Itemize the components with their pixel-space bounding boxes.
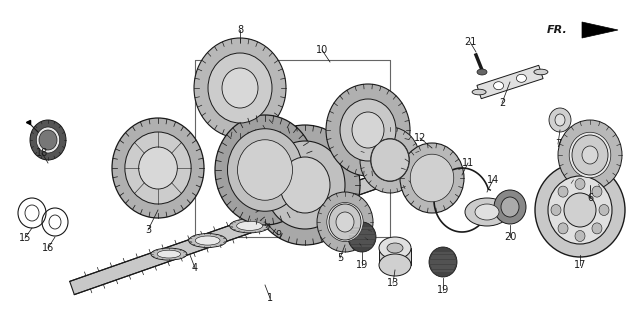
Text: 11: 11: [462, 158, 474, 168]
Polygon shape: [379, 248, 411, 265]
Ellipse shape: [494, 190, 526, 224]
Ellipse shape: [227, 129, 303, 211]
Ellipse shape: [569, 132, 611, 178]
Ellipse shape: [139, 147, 177, 189]
Ellipse shape: [592, 223, 602, 234]
Ellipse shape: [387, 243, 403, 253]
Ellipse shape: [575, 230, 585, 242]
Ellipse shape: [548, 176, 612, 244]
Text: 8: 8: [237, 25, 243, 35]
Ellipse shape: [371, 139, 409, 181]
Text: 15: 15: [19, 233, 31, 243]
Ellipse shape: [157, 250, 180, 258]
Ellipse shape: [410, 154, 454, 202]
Ellipse shape: [336, 212, 354, 232]
Ellipse shape: [582, 146, 598, 164]
Ellipse shape: [412, 155, 453, 201]
Text: 9: 9: [275, 230, 281, 240]
Ellipse shape: [379, 237, 411, 259]
Ellipse shape: [317, 192, 373, 252]
Ellipse shape: [128, 135, 188, 200]
Ellipse shape: [265, 141, 345, 229]
Polygon shape: [582, 22, 618, 38]
Ellipse shape: [340, 100, 396, 160]
Ellipse shape: [326, 84, 410, 176]
Ellipse shape: [215, 115, 315, 225]
Ellipse shape: [189, 234, 227, 248]
Text: 4: 4: [192, 263, 198, 273]
Ellipse shape: [151, 248, 187, 260]
Text: 20: 20: [504, 232, 516, 242]
Ellipse shape: [592, 186, 602, 197]
Ellipse shape: [400, 143, 464, 213]
Ellipse shape: [194, 38, 286, 138]
Ellipse shape: [237, 221, 262, 230]
Ellipse shape: [269, 146, 340, 224]
Text: 12: 12: [414, 133, 426, 143]
Ellipse shape: [230, 219, 269, 233]
Ellipse shape: [340, 99, 396, 161]
Text: 18: 18: [36, 148, 48, 158]
Polygon shape: [477, 65, 543, 99]
Ellipse shape: [232, 134, 298, 206]
Ellipse shape: [379, 254, 411, 276]
Ellipse shape: [575, 178, 585, 190]
Ellipse shape: [535, 163, 625, 257]
Ellipse shape: [250, 125, 360, 245]
Polygon shape: [70, 168, 397, 294]
Text: 2: 2: [499, 98, 505, 108]
Text: 19: 19: [437, 285, 449, 295]
Ellipse shape: [280, 157, 330, 213]
Ellipse shape: [360, 127, 420, 193]
Ellipse shape: [558, 223, 568, 234]
Text: 14: 14: [487, 175, 499, 185]
Ellipse shape: [125, 132, 191, 204]
Ellipse shape: [112, 118, 204, 218]
Ellipse shape: [371, 139, 410, 181]
Ellipse shape: [599, 204, 609, 216]
Text: 10: 10: [316, 45, 328, 55]
Ellipse shape: [549, 108, 571, 132]
Ellipse shape: [352, 112, 384, 148]
Ellipse shape: [516, 74, 527, 82]
Ellipse shape: [558, 186, 568, 197]
Ellipse shape: [564, 193, 596, 227]
Text: FR.: FR.: [547, 25, 568, 35]
Text: 1: 1: [267, 293, 273, 303]
Ellipse shape: [572, 135, 608, 175]
Ellipse shape: [30, 120, 66, 160]
Text: 21: 21: [464, 37, 476, 47]
Ellipse shape: [477, 69, 487, 75]
Text: 16: 16: [42, 243, 54, 253]
Text: 6: 6: [587, 193, 593, 203]
Ellipse shape: [208, 53, 272, 123]
Ellipse shape: [348, 222, 376, 252]
Text: 7: 7: [555, 139, 561, 149]
Ellipse shape: [555, 114, 565, 126]
Ellipse shape: [551, 204, 561, 216]
Ellipse shape: [472, 89, 486, 95]
Ellipse shape: [210, 55, 270, 120]
Text: 3: 3: [145, 225, 151, 235]
Ellipse shape: [327, 203, 364, 242]
Text: 17: 17: [574, 260, 586, 270]
Ellipse shape: [475, 204, 499, 220]
Text: 5: 5: [337, 253, 343, 263]
Ellipse shape: [534, 69, 548, 75]
Ellipse shape: [36, 127, 60, 153]
Ellipse shape: [237, 140, 292, 200]
Ellipse shape: [501, 197, 519, 217]
Ellipse shape: [558, 120, 622, 190]
Text: 19: 19: [356, 260, 368, 270]
Ellipse shape: [493, 82, 504, 90]
Ellipse shape: [329, 204, 361, 240]
Ellipse shape: [222, 68, 258, 108]
Text: 13: 13: [387, 278, 399, 288]
Ellipse shape: [195, 236, 220, 245]
Ellipse shape: [39, 130, 57, 150]
Ellipse shape: [465, 198, 509, 226]
Ellipse shape: [429, 247, 457, 277]
